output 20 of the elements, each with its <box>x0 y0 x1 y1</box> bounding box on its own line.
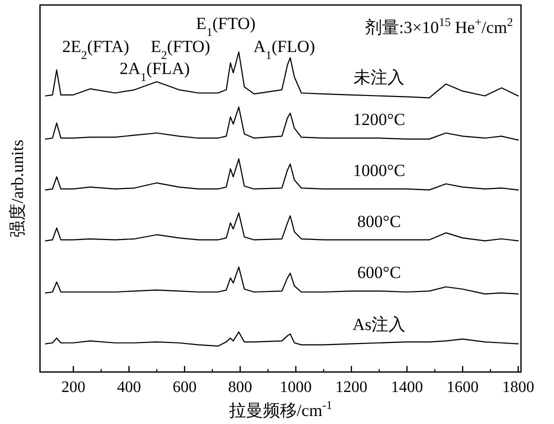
annotation: A$_{1}$(FLO) <box>253 36 316 62</box>
series-label: As注入 <box>352 314 406 334</box>
x-tick-label: 1400 <box>391 379 424 396</box>
x-tick-label: 1200 <box>335 379 368 396</box>
x-tick-label: 1000 <box>280 379 312 396</box>
x-tick-label: 400 <box>116 379 141 396</box>
x-tick-label: 1600 <box>446 379 479 396</box>
series-label: 800°C <box>357 212 401 231</box>
y-axis-title: 强度/arb.units <box>8 140 27 238</box>
series-label: 1000°C <box>353 160 406 180</box>
x-tick-label: 1800 <box>502 379 534 396</box>
series-label: 1200°C <box>353 110 406 130</box>
x-tick-label: 200 <box>61 379 86 396</box>
x-tick-label: 600 <box>172 379 197 396</box>
x-tick-label: 800 <box>228 379 252 396</box>
x-axis-title: 拉曼频移/cm$^{-1}$ <box>228 398 332 420</box>
series-label: 未注入 <box>354 68 405 87</box>
text: 剂量:3×10$^{15}$ He$^{+}$/cm$^{2}$ <box>365 15 514 37</box>
annotation: E$_{1}$(FTO) <box>196 14 256 40</box>
series-label: 600°C <box>357 263 401 282</box>
